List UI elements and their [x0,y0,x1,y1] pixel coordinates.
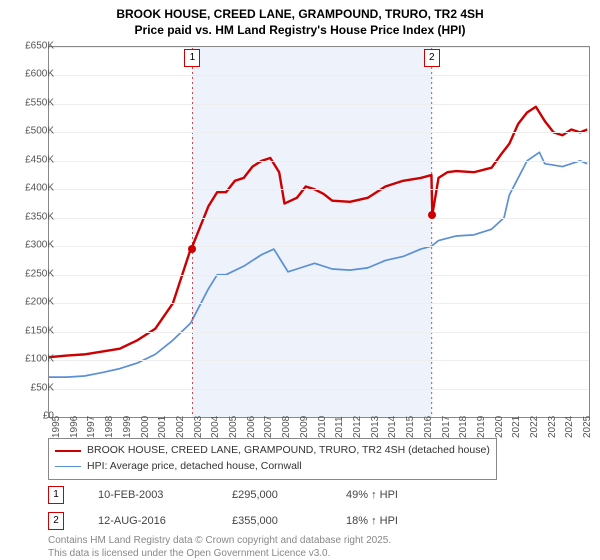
x-axis-label: 2016 [423,416,434,438]
chart-container: BROOK HOUSE, CREED LANE, GRAMPOUND, TRUR… [0,0,600,560]
gridline [49,389,589,390]
transaction-dot [188,245,196,253]
y-axis-label: £500K [10,126,54,137]
transaction-num: 2 [48,512,64,530]
x-axis-label: 2014 [387,416,398,438]
gridline [49,161,589,162]
x-axis-label: 2021 [511,416,522,438]
y-axis-label: £50K [10,382,54,393]
attribution-line2: This data is licensed under the Open Gov… [48,547,391,560]
gridline [49,218,589,219]
x-axis-label: 2015 [405,416,416,438]
gridline [49,189,589,190]
transaction-date: 10-FEB-2003 [98,489,198,501]
x-axis-label: 1997 [86,416,97,438]
x-axis-label: 1999 [122,416,133,438]
x-axis-label: 2020 [494,416,505,438]
transaction-diff: 18% ↑ HPI [346,515,398,527]
x-axis-label: 2010 [317,416,328,438]
attribution-line1: Contains HM Land Registry data © Crown c… [48,534,391,547]
gridline [49,360,589,361]
title-line2: Price paid vs. HM Land Registry's House … [0,22,600,38]
gridline [49,303,589,304]
y-axis-label: £650K [10,41,54,52]
gridline [49,132,589,133]
legend-row: HPI: Average price, detached house, Corn… [55,459,490,475]
x-axis-label: 2018 [458,416,469,438]
legend-swatch [55,450,81,452]
transaction-num: 1 [48,486,64,504]
x-axis-label: 2009 [299,416,310,438]
x-axis-label: 2007 [263,416,274,438]
x-axis-label: 1996 [69,416,80,438]
x-axis-label: 2024 [564,416,575,438]
y-axis-label: £150K [10,325,54,336]
transaction-row: 2 12-AUG-2016 £355,000 18% ↑ HPI [48,512,398,530]
y-axis-label: £200K [10,297,54,308]
chart-lines [49,47,589,417]
x-axis-label: 2011 [334,416,345,438]
gridline [49,47,589,48]
x-axis-label: 2003 [193,416,204,438]
legend-swatch [55,466,81,467]
x-axis-label: 2023 [547,416,558,438]
gridline [49,275,589,276]
x-axis-label: 2006 [246,416,257,438]
x-axis-label: 2001 [157,416,168,438]
gridline [49,246,589,247]
x-axis-label: 2012 [352,416,363,438]
legend-label: BROOK HOUSE, CREED LANE, GRAMPOUND, TRUR… [87,443,490,459]
x-axis-label: 2000 [140,416,151,438]
x-axis-label: 2013 [370,416,381,438]
x-axis-label: 2004 [210,416,221,438]
plot-area: 12 [48,46,590,418]
transaction-row: 1 10-FEB-2003 £295,000 49% ↑ HPI [48,486,398,504]
x-axis-label: 2025 [582,416,593,438]
y-axis-label: £450K [10,154,54,165]
legend-label: HPI: Average price, detached house, Corn… [87,459,302,475]
transaction-diff: 49% ↑ HPI [346,489,398,501]
transaction-price: £355,000 [232,515,312,527]
y-axis-label: £100K [10,354,54,365]
x-axis-label: 2002 [175,416,186,438]
y-axis-label: £250K [10,268,54,279]
y-axis-label: £400K [10,183,54,194]
gridline [49,104,589,105]
attribution: Contains HM Land Registry data © Crown c… [48,534,391,560]
x-axis-label: 2019 [476,416,487,438]
gridline [49,332,589,333]
transaction-table: 1 10-FEB-2003 £295,000 49% ↑ HPI 2 12-AUG-201… [48,486,398,538]
transaction-number-box: 2 [424,49,440,67]
y-axis-label: £600K [10,69,54,80]
gridline [49,75,589,76]
series-line-price_paid [49,107,587,357]
y-axis-label: £350K [10,211,54,222]
x-axis-label: 2008 [281,416,292,438]
transaction-price: £295,000 [232,489,312,501]
legend-row: BROOK HOUSE, CREED LANE, GRAMPOUND, TRUR… [55,443,490,459]
chart-title: BROOK HOUSE, CREED LANE, GRAMPOUND, TRUR… [0,0,600,38]
x-axis-label: 2017 [441,416,452,438]
x-axis-label: 2005 [228,416,239,438]
title-line1: BROOK HOUSE, CREED LANE, GRAMPOUND, TRUR… [0,6,600,22]
transaction-date: 12-AUG-2016 [98,515,198,527]
x-axis-label: 1995 [51,416,62,438]
transaction-dot [428,211,436,219]
y-axis-label: £0 [10,411,54,422]
x-axis-label: 2022 [529,416,540,438]
transaction-number-box: 1 [184,49,200,67]
y-axis-label: £550K [10,97,54,108]
legend: BROOK HOUSE, CREED LANE, GRAMPOUND, TRUR… [48,438,497,480]
x-axis-label: 1998 [104,416,115,438]
y-axis-label: £300K [10,240,54,251]
